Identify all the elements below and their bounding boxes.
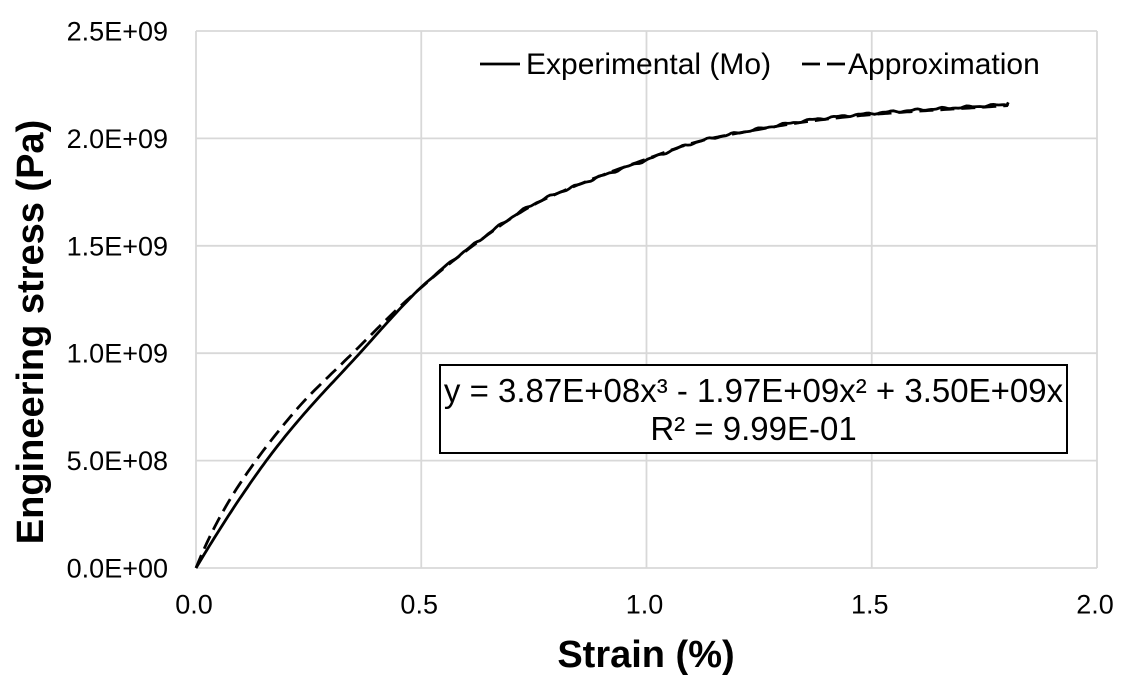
svg-text:2.0: 2.0: [1076, 590, 1114, 620]
svg-text:1.5E+09: 1.5E+09: [67, 231, 168, 261]
svg-text:0.0: 0.0: [175, 590, 213, 620]
svg-text:0.0E+00: 0.0E+00: [67, 554, 168, 584]
svg-text:5.0E+08: 5.0E+08: [67, 446, 168, 476]
svg-text:Experimental (Mo): Experimental (Mo): [526, 48, 771, 81]
svg-text:Approximation: Approximation: [848, 48, 1040, 81]
svg-text:1.0: 1.0: [626, 590, 664, 620]
svg-text:Strain (%): Strain (%): [557, 634, 734, 676]
svg-text:Engineering stress (Pa): Engineering stress (Pa): [10, 120, 52, 544]
svg-text:y = 3.87E+08x³ - 1.97E+09x² +: y = 3.87E+08x³ - 1.97E+09x² + 3.50E+09x: [444, 372, 1064, 409]
svg-text:1.5: 1.5: [851, 590, 889, 620]
svg-text:R² = 9.99E-01: R² = 9.99E-01: [650, 410, 856, 447]
svg-text:2.0E+09: 2.0E+09: [67, 124, 168, 154]
svg-text:2.5E+09: 2.5E+09: [67, 17, 168, 47]
svg-text:0.5: 0.5: [400, 590, 438, 620]
svg-text:1.0E+09: 1.0E+09: [67, 339, 168, 369]
